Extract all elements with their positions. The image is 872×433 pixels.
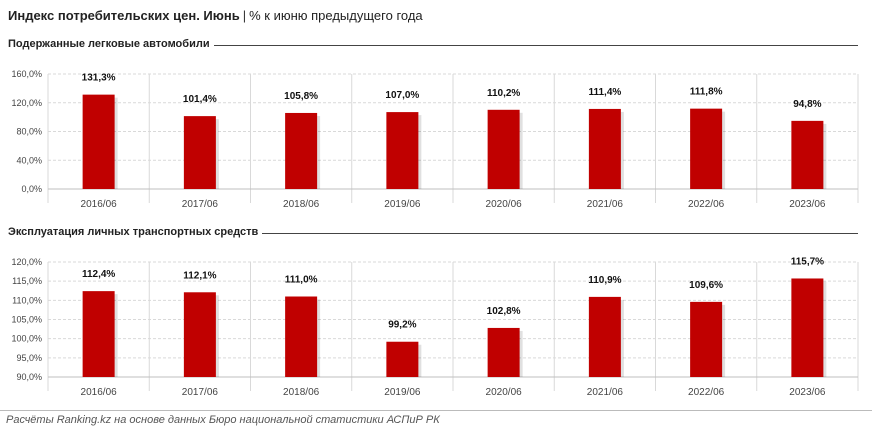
y-tick-label: 110,0% [12,295,42,305]
bar [588,108,621,189]
y-tick-label: 115,0% [12,276,42,286]
bar [791,120,824,189]
x-tick-label: 2020/06 [486,199,523,210]
bar [487,109,520,189]
bar [690,108,723,189]
data-label: 131,3% [82,73,116,84]
x-tick-label: 2022/06 [688,387,725,398]
data-label: 99,2% [388,320,416,331]
data-label: 110,9% [588,275,621,286]
bar [386,112,419,189]
x-tick-label: 2022/06 [688,199,725,210]
x-tick-label: 2019/06 [384,387,421,398]
bar [82,94,115,189]
bar [183,292,216,377]
source-note: Расчёты Ranking.kz на основе данных Бюро… [6,414,440,426]
x-tick-label: 2016/06 [81,387,118,398]
y-tick-label: 160,0% [11,69,42,79]
bar [183,116,216,189]
x-tick-label: 2018/06 [283,387,320,398]
y-tick-label: 40,0% [16,155,42,165]
section-divider-1 [8,45,858,46]
x-tick-label: 2021/06 [587,387,624,398]
y-tick-label: 80,0% [16,127,42,137]
bar [791,278,824,377]
y-tick-label: 120,0% [11,257,42,267]
x-tick-label: 2023/06 [789,199,826,210]
data-label: 110,2% [487,88,520,99]
data-label: 101,4% [183,94,217,105]
x-tick-label: 2019/06 [384,199,421,210]
footer-divider [0,410,872,411]
data-label: 111,0% [285,275,318,286]
x-tick-label: 2023/06 [789,387,826,398]
data-label: 105,8% [284,91,318,102]
data-label: 102,8% [487,306,521,317]
title-separator: | [242,8,247,23]
x-tick-label: 2017/06 [182,199,219,210]
data-label: 109,6% [689,280,723,291]
section-divider-2 [8,233,858,234]
data-label: 115,7% [791,256,824,267]
x-tick-label: 2020/06 [486,387,523,398]
bar [487,327,520,377]
y-tick-label: 120,0% [11,98,42,108]
data-label: 111,8% [690,87,723,98]
x-tick-label: 2017/06 [182,387,219,398]
chart-title-2: Эксплуатация личных транспортных средств [8,226,263,238]
y-tick-label: 100,0% [11,334,42,344]
data-label: 112,4% [82,269,115,280]
y-tick-label: 95,0% [16,353,42,363]
data-label: 111,4% [588,87,621,98]
title-text: Индекс потребительских цен. Июнь [8,8,240,23]
data-label: 107,0% [385,90,419,101]
x-tick-label: 2021/06 [587,199,624,210]
bar [82,291,115,377]
bar [285,296,318,377]
bar [588,296,621,377]
bar [690,301,723,377]
bar [386,341,419,377]
data-label: 112,1% [183,270,216,281]
bar-chart-vehicle-operation: 90,0% 95,0% 100,0% 105,0% 110,0% 115,0% 120,0%… [11,256,859,398]
page-title: Индекс потребительских цен. Июнь |% к июн… [8,8,423,23]
x-tick-label: 2016/06 [81,199,118,210]
y-tick-label: 105,0% [11,315,42,325]
chart-title-1: Подержанные легковые автомобили [8,38,214,50]
y-tick-label: 90,0% [16,372,42,382]
bar [285,112,318,189]
title-subtitle: % к июню предыдущего года [249,8,423,23]
bar-chart-used-cars: 0,0% 40,0% 80,0% 120,0% 160,0% 131,3% 2016/06 1… [11,69,859,210]
y-tick-label: 0,0% [21,184,42,194]
x-tick-label: 2018/06 [283,199,320,210]
data-label: 94,8% [793,99,821,110]
